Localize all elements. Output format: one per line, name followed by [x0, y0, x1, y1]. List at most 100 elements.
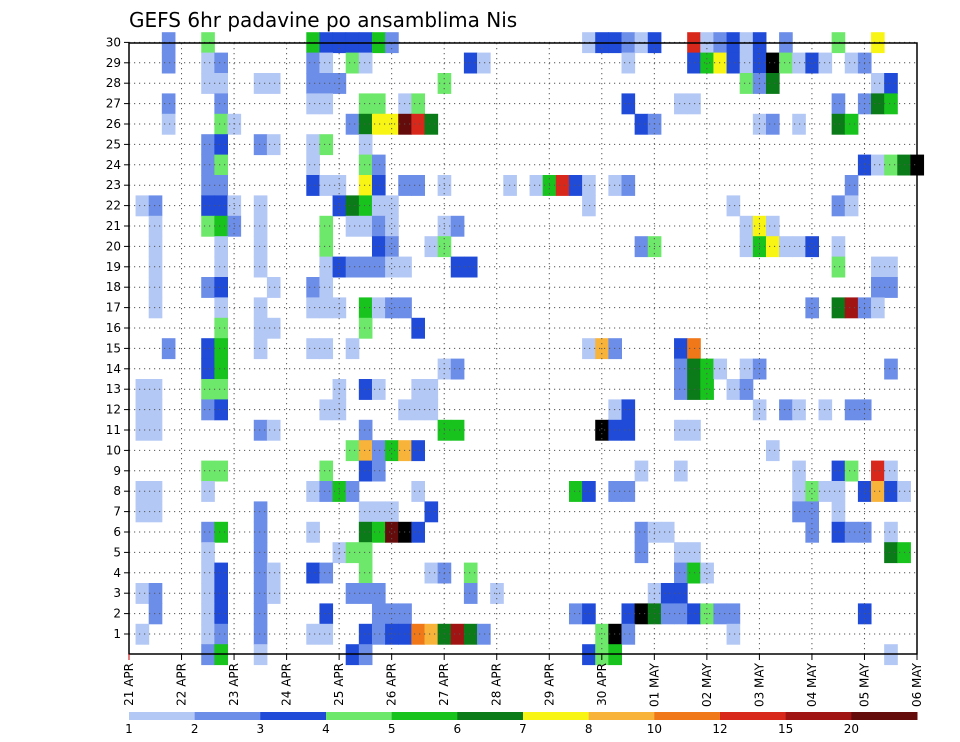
heatmap-cell — [214, 317, 228, 339]
heatmap-cell — [674, 379, 688, 400]
y-tick-label: 16 — [106, 321, 121, 335]
heatmap-cell — [871, 277, 885, 298]
heatmap-cell — [253, 256, 268, 278]
heatmap-cell — [135, 583, 150, 604]
heatmap-cell — [674, 419, 688, 441]
heatmap-cell — [358, 215, 373, 237]
heatmap-cell — [411, 113, 425, 135]
heatmap-cell — [687, 358, 701, 380]
heatmap-cell — [371, 236, 386, 258]
x-tick-label: 30 APR — [595, 663, 609, 706]
heatmap-cell — [595, 419, 609, 441]
heatmap-cell — [253, 419, 268, 441]
colorbar-swatch — [654, 712, 721, 720]
colorbar-label: 12 — [712, 722, 727, 736]
heatmap-cell — [844, 460, 859, 482]
heatmap-cell — [385, 501, 399, 523]
heatmap-cell — [674, 583, 688, 604]
heatmap-cell — [201, 399, 215, 421]
heatmap-cell — [214, 215, 228, 237]
colorbar-swatch — [851, 712, 918, 720]
y-tick-label: 1 — [113, 627, 121, 641]
heatmap-cell — [831, 256, 846, 278]
heatmap-cell — [726, 195, 741, 217]
heatmap-cell — [161, 338, 176, 360]
heatmap-cell — [831, 521, 846, 543]
heatmap-cell — [345, 113, 360, 135]
heatmap-cell — [687, 603, 701, 625]
heatmap-cell — [358, 175, 373, 196]
heatmap-cell — [201, 460, 215, 482]
heatmap-cell — [148, 419, 163, 441]
heatmap-cell — [844, 521, 859, 543]
y-tick-label: 24 — [106, 158, 121, 172]
heatmap-cell — [214, 603, 228, 625]
heatmap-cell — [660, 603, 675, 625]
heatmap-cell — [884, 542, 898, 564]
heatmap-cell — [253, 623, 268, 645]
heatmap-cell — [345, 195, 360, 217]
heatmap-cell — [214, 521, 228, 543]
y-tick-label: 17 — [106, 301, 121, 315]
heatmap-cell — [319, 277, 334, 298]
y-tick-label: 8 — [113, 484, 121, 498]
heatmap-cell — [253, 583, 268, 604]
heatmap-cell — [884, 277, 898, 298]
y-tick-label: 4 — [113, 566, 121, 580]
heatmap-cell — [253, 542, 268, 564]
colorbar-label: 8 — [585, 722, 593, 736]
heatmap-cell — [844, 175, 859, 196]
heatmap-cell — [871, 481, 885, 502]
heatmap-cell — [266, 134, 281, 156]
heatmap-cell — [201, 52, 215, 74]
heatmap-cell — [214, 175, 228, 196]
heatmap-cell — [214, 113, 228, 135]
heatmap-cell — [201, 623, 215, 645]
heatmap-cell — [201, 542, 215, 564]
heatmap-cell — [884, 358, 898, 380]
heatmap-cell — [831, 481, 846, 502]
heatmap-cell — [831, 297, 846, 319]
heatmap-cell — [674, 562, 688, 584]
heatmap-cell — [674, 358, 688, 380]
colorbar-label: 15 — [778, 722, 793, 736]
heatmap-cell — [871, 93, 885, 115]
y-axis-ticks: 1234567891011121314151617181920212223242… — [106, 35, 129, 641]
heatmap-cell — [345, 583, 360, 604]
heatmap-cell — [371, 379, 386, 400]
heatmap-cell — [424, 399, 439, 421]
x-tick-label: 25 APR — [332, 663, 346, 706]
heatmap-cell — [884, 154, 898, 176]
heatmap-cell — [266, 562, 281, 584]
heatmap-cell — [884, 481, 898, 502]
heatmap-cell — [214, 134, 228, 156]
colorbar-label: 20 — [844, 722, 859, 736]
heatmap-cell — [201, 521, 215, 543]
heatmap-cell — [568, 603, 583, 625]
heatmap-cell — [424, 113, 439, 135]
heatmap-cell — [831, 113, 846, 135]
heatmap-cell — [201, 134, 215, 156]
heatmap-cell — [687, 562, 701, 584]
heatmap-cell — [674, 542, 688, 564]
heatmap-cell — [385, 297, 399, 319]
heatmap-cell — [555, 175, 570, 196]
heatmap-cell — [371, 154, 386, 176]
heatmap-cell — [161, 52, 176, 74]
heatmap-cell — [306, 481, 320, 502]
heatmap-cell — [358, 154, 373, 176]
heatmap-cell — [371, 603, 386, 625]
heatmap-cell — [319, 52, 334, 74]
heatmap-cell — [582, 175, 596, 196]
heatmap-cell — [805, 521, 819, 543]
heatmap-cell — [385, 113, 399, 135]
heatmap-cell — [450, 623, 465, 645]
heatmap-cell — [371, 113, 386, 135]
heatmap-cell — [385, 521, 399, 543]
x-tick-label: 21 APR — [122, 663, 136, 706]
heatmap-cell — [148, 256, 163, 278]
heatmap-cell — [148, 481, 163, 502]
heatmap-cell — [411, 93, 425, 115]
heatmap-cell — [831, 236, 846, 258]
heatmap-cell — [371, 521, 386, 543]
